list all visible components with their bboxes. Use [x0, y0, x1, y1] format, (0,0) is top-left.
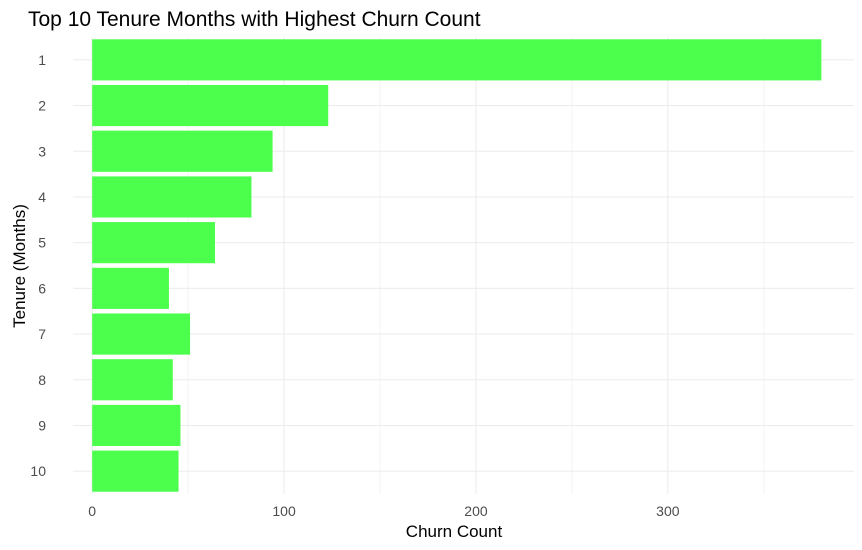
- y-tick-labels: 1 2 3 4 5 6 7 8 9 10: [30, 52, 46, 479]
- bar-tenure-3: [92, 130, 273, 172]
- x-axis-title: Churn Count: [406, 522, 503, 541]
- bar-tenure-7: [92, 313, 191, 355]
- x-tick-label-100: 100: [272, 503, 296, 519]
- bar-tenure-6: [92, 267, 169, 309]
- y-tick-label-8: 8: [38, 372, 46, 388]
- bar-tenure-9: [92, 404, 181, 447]
- x-tick-label-300: 300: [656, 503, 680, 519]
- bar-tenure-5: [92, 222, 215, 264]
- bar-tenure-8: [92, 359, 173, 401]
- y-tick-label-10: 10: [30, 463, 46, 479]
- bar-tenure-4: [92, 176, 252, 218]
- x-tick-label-200: 200: [464, 503, 488, 519]
- y-tick-label-6: 6: [38, 280, 46, 296]
- y-tick-label-9: 9: [38, 417, 46, 433]
- y-axis-title: Tenure (Months): [10, 204, 29, 328]
- y-tick-label-4: 4: [38, 189, 46, 205]
- bars-layer: [92, 39, 822, 492]
- y-tick-label-5: 5: [38, 235, 46, 251]
- y-tick-label-3: 3: [38, 143, 46, 159]
- chart-title: Top 10 Tenure Months with Highest Churn …: [28, 8, 481, 31]
- y-tick-label-1: 1: [38, 52, 46, 68]
- bar-tenure-10: [92, 450, 179, 492]
- x-tick-labels: 0 100 200 300: [88, 503, 679, 519]
- bar-tenure-1: [92, 39, 822, 81]
- y-tick-label-7: 7: [38, 326, 46, 342]
- bar-tenure-2: [92, 84, 329, 127]
- y-tick-label-2: 2: [38, 98, 46, 114]
- x-tick-label-0: 0: [88, 503, 96, 519]
